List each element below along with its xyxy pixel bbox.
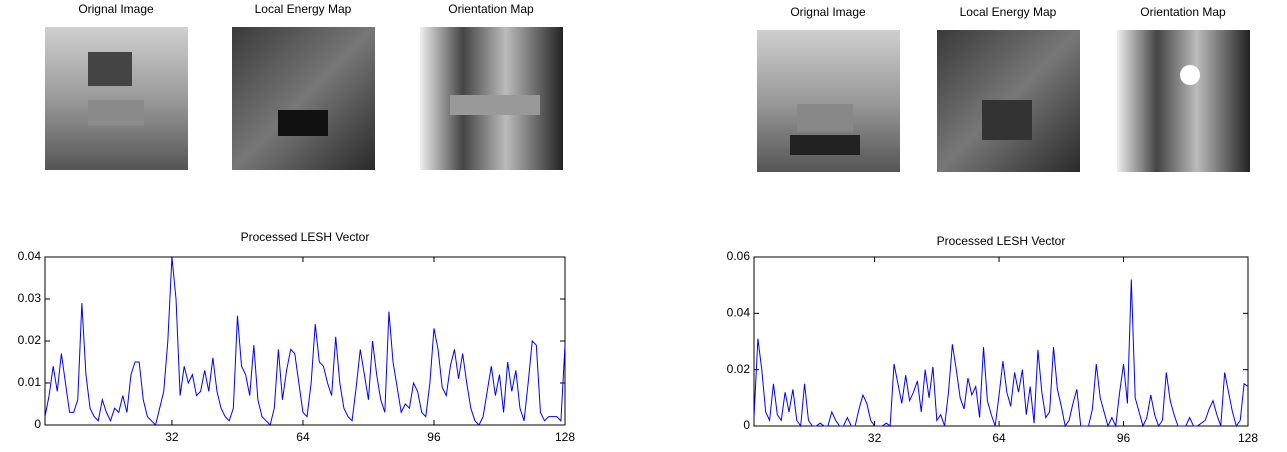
orientation-map xyxy=(1117,30,1250,172)
y-tick-label: 0 xyxy=(34,417,41,431)
x-tick-label: 96 xyxy=(427,430,441,444)
image-title: Local Energy Map xyxy=(960,5,1057,19)
y-tick-label: 0.02 xyxy=(727,362,751,376)
y-tick-label: 0.04 xyxy=(18,249,42,263)
image-detail xyxy=(790,135,860,155)
image-detail xyxy=(88,52,132,86)
chart-title: Processed LESH Vector xyxy=(241,230,370,244)
x-tick-label: 128 xyxy=(555,430,575,444)
data-line xyxy=(44,256,566,426)
image-detail xyxy=(450,95,540,115)
y-tick-label: 0.02 xyxy=(18,333,42,347)
y-tick-label: 0.01 xyxy=(18,375,42,389)
x-tick-label: 128 xyxy=(1238,431,1258,445)
plot-area xyxy=(44,256,566,426)
energy-map xyxy=(232,27,375,170)
chart-title: Processed LESH Vector xyxy=(937,234,1066,248)
x-tick-label: 32 xyxy=(868,431,882,445)
y-tick-label: 0.03 xyxy=(18,291,42,305)
data-line xyxy=(753,279,1249,428)
x-tick-label: 32 xyxy=(165,430,179,444)
image-title: Orignal Image xyxy=(790,5,866,19)
image-title: Local Energy Map xyxy=(255,2,352,16)
image-detail xyxy=(797,104,853,132)
plot-area xyxy=(753,256,1249,427)
y-tick-label: 0 xyxy=(743,418,750,432)
image-detail xyxy=(1180,65,1200,85)
image-detail xyxy=(982,100,1032,140)
x-tick-label: 64 xyxy=(296,430,310,444)
image-detail xyxy=(278,110,328,136)
image-title: Orientation Map xyxy=(448,2,534,16)
y-tick-label: 0.06 xyxy=(727,249,751,263)
x-tick-label: 96 xyxy=(1117,431,1131,445)
image-title: Orignal Image xyxy=(78,2,154,16)
y-tick-label: 0.04 xyxy=(727,306,751,320)
image-group xyxy=(45,27,563,170)
x-tick-label: 64 xyxy=(992,431,1006,445)
image-title: Orientation Map xyxy=(1140,5,1226,19)
original-image xyxy=(45,27,188,170)
image-group xyxy=(757,30,1250,172)
image-detail xyxy=(88,100,144,126)
